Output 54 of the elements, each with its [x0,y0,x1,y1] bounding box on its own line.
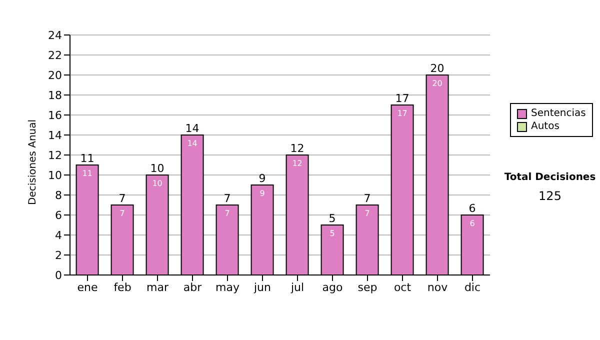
data-label: 10 [152,179,162,188]
legend-label: Sentencias [531,107,586,120]
data-label: 7 [120,209,125,218]
data-label: 7 [364,209,370,218]
x-tick-label: nov [427,280,448,294]
x-tick-label: jun [253,280,272,294]
x-tick-label: dic [464,280,481,294]
total-label: 20 [430,62,444,75]
total-label: 14 [185,122,200,135]
y-tick-label: 20 [48,68,62,82]
x-tick-label: feb [114,280,132,294]
total-label: 7 [224,192,231,205]
data-label: 5 [330,229,335,238]
y-tick-label: 22 [48,48,62,62]
x-tick-label: jul [290,280,304,294]
y-tick-label: 24 [48,28,62,42]
data-label: 7 [224,209,230,218]
x-tick-label: sep [358,280,378,294]
data-label: 6 [470,219,475,228]
y-tick-label: 8 [55,188,62,202]
x-tick-label: ago [322,280,343,294]
y-tick-label: 10 [48,168,62,182]
x-tick-label: oct [394,280,412,294]
data-label: 11 [82,169,92,178]
data-label: 9 [260,189,265,198]
x-tick-label: ene [77,280,98,294]
total-label: 5 [328,212,336,225]
text: 125 [538,189,562,203]
x-tick-label: abr [183,280,202,294]
total-label: 11 [80,152,94,165]
total-label: 6 [468,202,476,215]
y-tick-label: 12 [48,148,62,162]
x-tick-label: may [216,280,240,294]
y-tick-label: 4 [55,228,62,242]
total-label: 10 [150,162,164,175]
legend-label: Autos [531,120,560,133]
data-label: 12 [292,159,302,168]
text: Total Decisiones [503,172,597,183]
y-tick-label: 14 [48,128,62,142]
y-tick-label: 2 [55,248,62,262]
y-axis-title: Decisiones Anual [28,119,39,205]
total-label: 9 [258,172,266,185]
total-label: 7 [364,192,371,205]
total-label: 17 [395,92,410,105]
x-tick-label: mar [146,280,169,294]
total-label: 7 [118,192,126,205]
y-tick-label: 18 [48,88,62,102]
total-label: 12 [290,142,304,155]
y-tick-label: 16 [48,108,62,122]
y-tick-label: 0 [55,268,62,282]
data-label: 14 [187,139,198,148]
data-label: 20 [432,79,442,88]
data-label: 17 [397,109,408,118]
y-tick-label: 6 [55,208,62,222]
